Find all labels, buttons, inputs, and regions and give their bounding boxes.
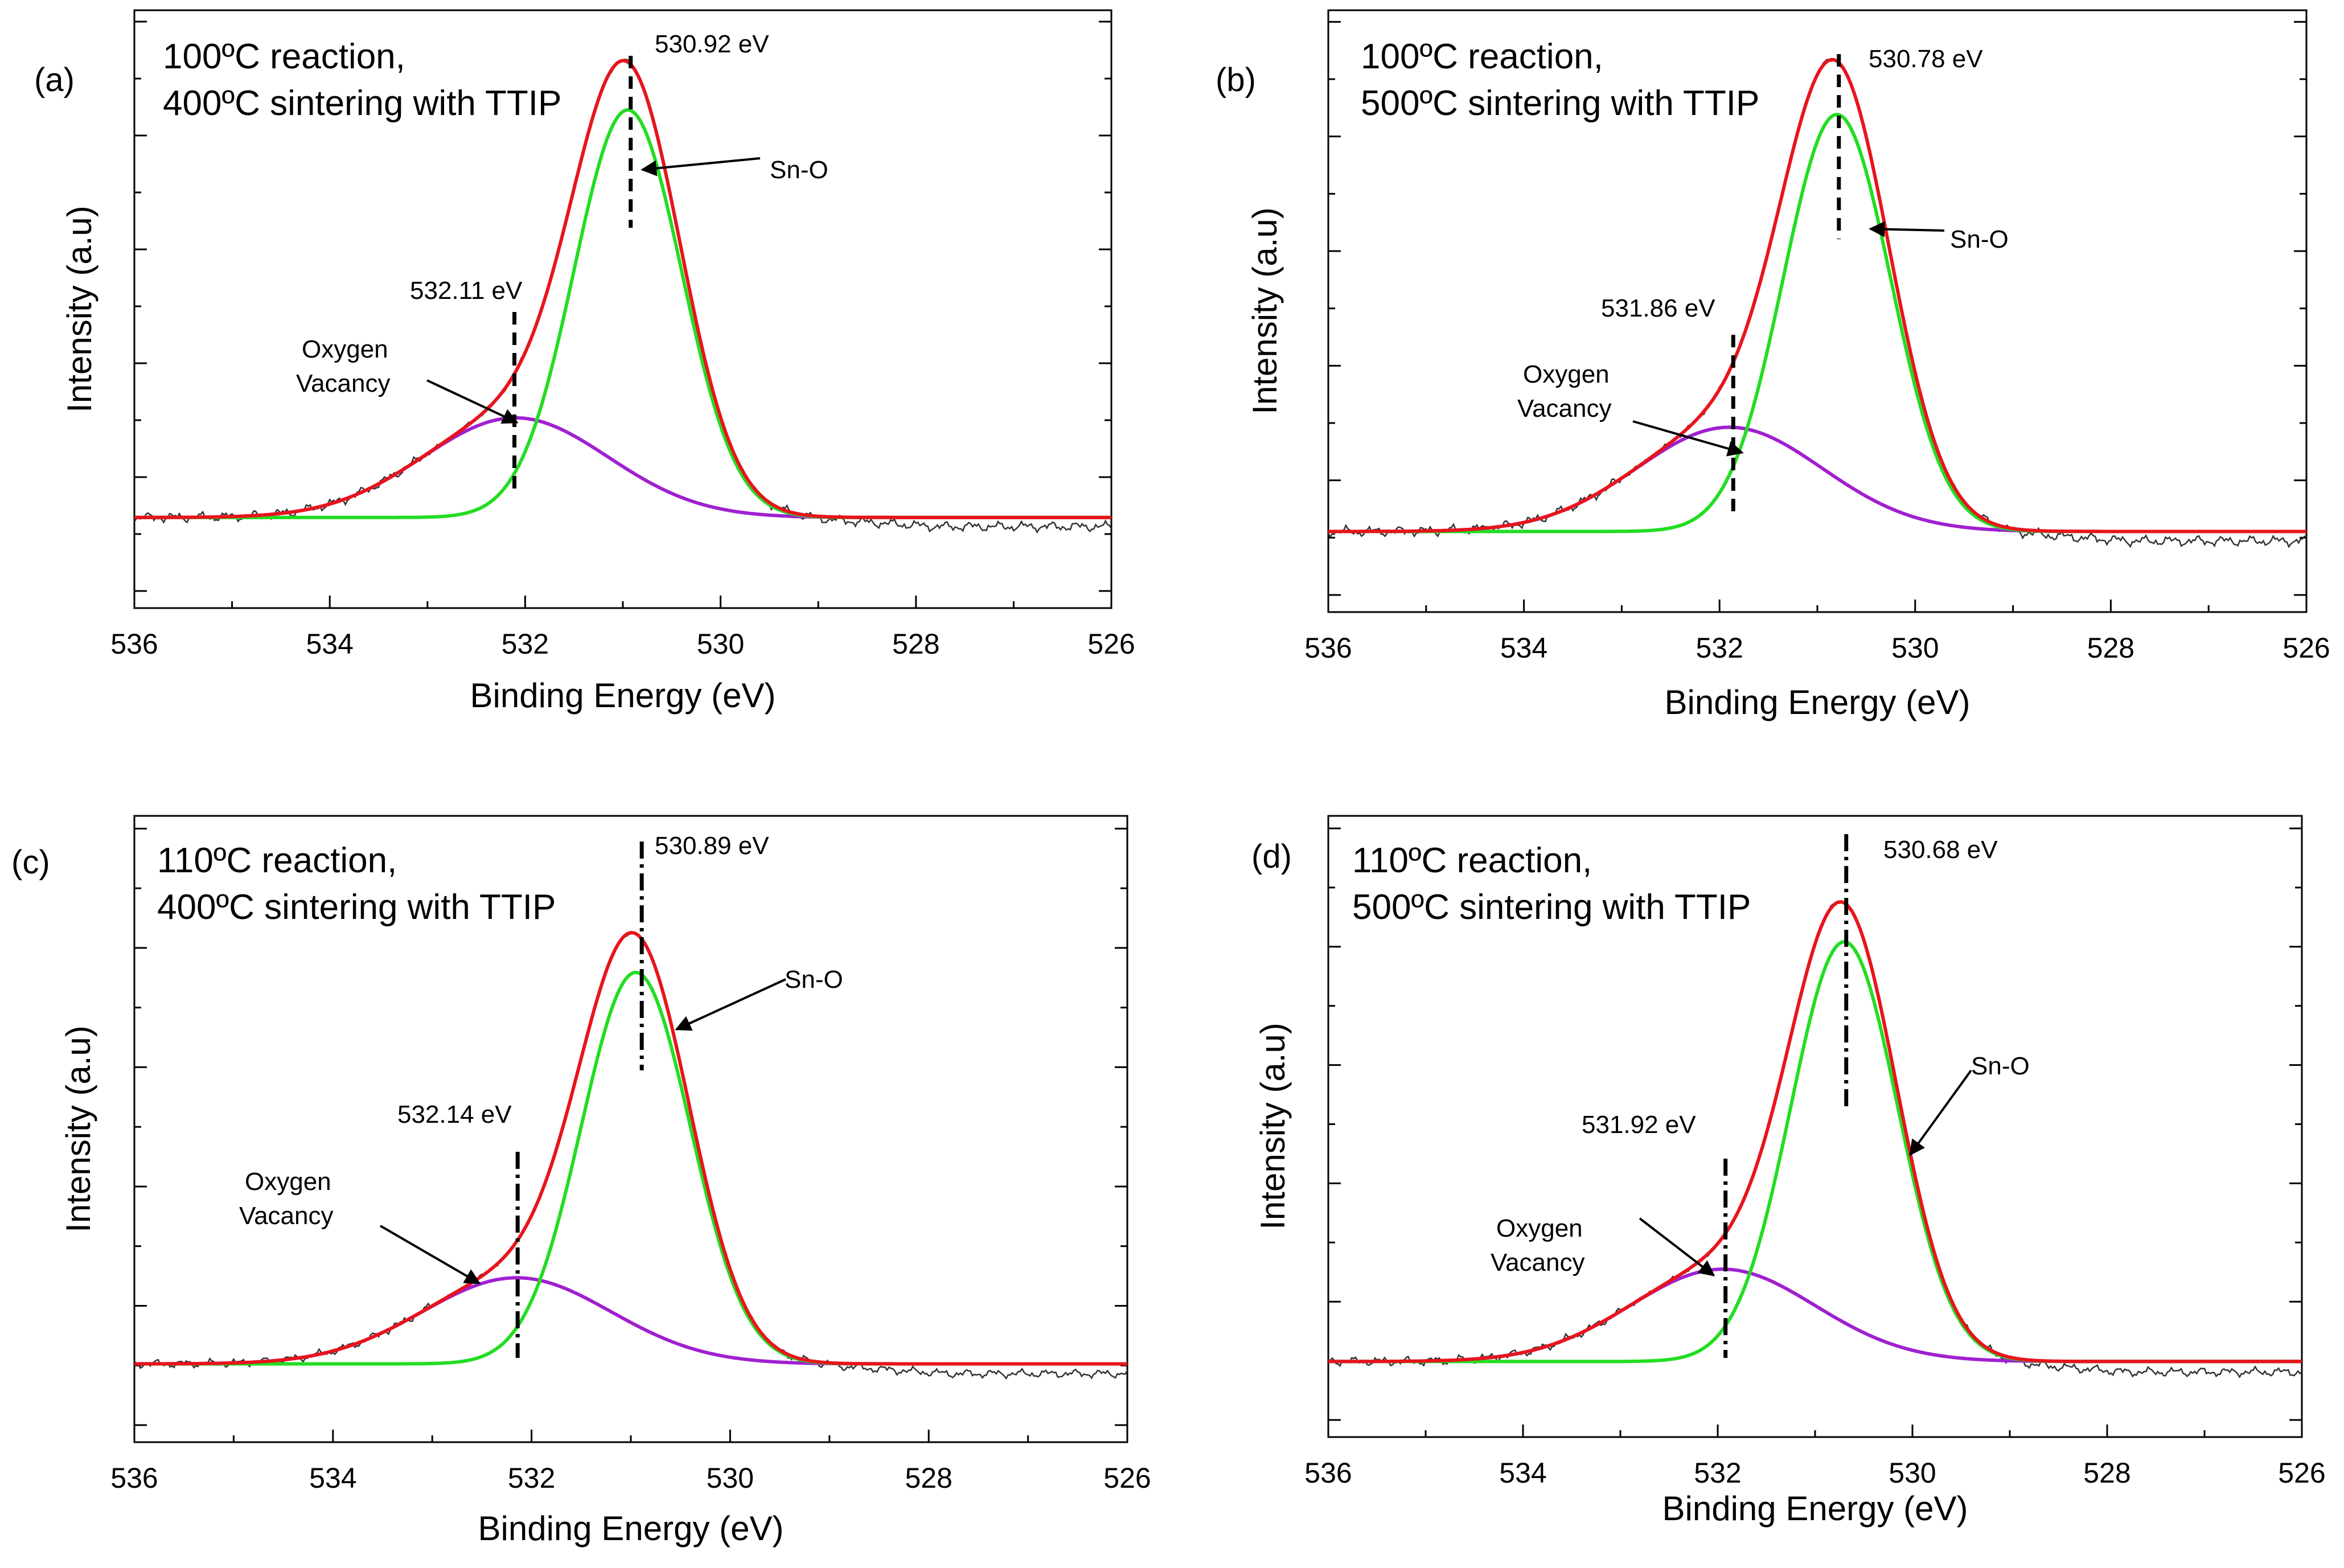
series-oxygen-vacancy: [1328, 1267, 2302, 1364]
sn-o-label: Sn-O: [1971, 1052, 2030, 1080]
x-tick-label: 530: [697, 628, 744, 660]
panel-d: 536 534 532 530 528 526 Binding Energy (eV) Int…: [1251, 815, 2326, 1528]
series-sn-o: [1328, 940, 2302, 1364]
panel-a: 536 534 532 530 528 526 Binding Energy (eV) Int…: [34, 9, 1135, 715]
vacancy-label-line2: Vacancy: [239, 1202, 334, 1230]
x-axis-label: Binding Energy (eV): [1665, 683, 1971, 721]
y-axis-label: Intensity (a.u): [1254, 1023, 1292, 1230]
vacancy-position-label: 531.92 eV: [1582, 1111, 1696, 1139]
x-tick-label: 532: [1696, 632, 1743, 664]
vacancy-label-line2: Vacancy: [1517, 395, 1612, 422]
x-tick-label: 526: [2283, 632, 2330, 664]
x-tick-label: 536: [110, 1462, 158, 1494]
x-tick-label: 534: [1499, 1457, 1546, 1489]
vacancy-label-line2: Vacancy: [1491, 1249, 1585, 1276]
x-tick-label: 528: [905, 1462, 952, 1494]
condition-line-1: 110ºC reaction,: [1352, 841, 1592, 880]
x-tick-label: 534: [306, 628, 353, 660]
vacancy-position-label: 532.11 eV: [410, 277, 523, 305]
sn-o-arrow: [675, 978, 786, 1031]
vacancy-arrow: [379, 1225, 481, 1284]
peak-position-label: 530.68 eV: [1883, 836, 1998, 864]
y-axis-label: Intensity (a.u): [60, 206, 98, 413]
sn-o-label: Sn-O: [1950, 225, 2009, 253]
x-axis-label: Binding Energy (eV): [1662, 1489, 1968, 1528]
x-tick-label: 530: [1891, 632, 1939, 664]
series-oxygen-vacancy: [134, 1276, 1127, 1366]
x-tick-label: 530: [1889, 1457, 1936, 1489]
series-envelope: [134, 931, 1127, 1366]
panel-label: (d): [1251, 838, 1292, 875]
x-tick-label: 536: [1304, 632, 1352, 664]
x-tick-label: 526: [1103, 1462, 1151, 1494]
vacancy-arrow: [1639, 1217, 1715, 1276]
vacancy-arrow: [1632, 420, 1744, 457]
x-tick-label: 536: [110, 628, 158, 660]
sn-o-label: Sn-O: [770, 156, 828, 184]
condition-line-2: 400ºC sintering with TTIP: [163, 84, 561, 123]
x-tick-label: 534: [1500, 632, 1547, 664]
vacancy-label-line1: Oxygen: [1496, 1214, 1583, 1242]
series-oxygen-vacancy: [134, 416, 1111, 519]
vacancy-position-label: 531.86 eV: [1601, 294, 1715, 322]
panel-label: (a): [34, 61, 75, 98]
sn-o-label: Sn-O: [785, 966, 843, 994]
peak-position-label: 530.92 eV: [655, 30, 769, 58]
vacancy-label-line1: Oxygen: [302, 335, 388, 363]
x-tick-label: 528: [2087, 632, 2134, 664]
x-tick-label: 532: [502, 628, 549, 660]
x-axis-label: Binding Energy (eV): [470, 676, 776, 715]
sn-o-arrow: [1909, 1069, 1972, 1156]
vacancy-arrow: [426, 379, 519, 424]
x-axis-label: Binding Energy (eV): [478, 1509, 784, 1548]
series-envelope: [134, 59, 1111, 519]
x-tick-label: 526: [1087, 628, 1135, 660]
condition-line-2: 500ºC sintering with TTIP: [1352, 888, 1751, 927]
condition-line-2: 400ºC sintering with TTIP: [157, 888, 556, 927]
condition-line-1: 110ºC reaction,: [157, 841, 397, 880]
x-tick-label: 528: [892, 628, 939, 660]
vacancy-position-label: 532.14 eV: [397, 1101, 512, 1128]
x-tick-label: 536: [1304, 1457, 1352, 1489]
x-tick-label: 534: [309, 1462, 356, 1494]
condition-line-1: 100ºC reaction,: [163, 37, 405, 76]
panel-c: 536 534 532 530 528 526 Binding Energy (eV) Int…: [11, 815, 1151, 1548]
vacancy-label-line1: Oxygen: [245, 1168, 331, 1196]
series-envelope: [1328, 58, 2306, 533]
peak-position-label: 530.78 eV: [1869, 45, 1983, 73]
x-tick-label: 530: [707, 1462, 754, 1494]
x-tick-label: 532: [1694, 1457, 1741, 1489]
x-tick-label: 532: [508, 1462, 555, 1494]
condition-line-1: 100ºC reaction,: [1361, 37, 1603, 76]
sn-o-arrow: [641, 157, 761, 176]
series-oxygen-vacancy: [1328, 425, 2306, 533]
series-envelope: [1328, 900, 2302, 1364]
peak-position-label: 530.89 eV: [655, 832, 769, 860]
condition-line-2: 500ºC sintering with TTIP: [1361, 84, 1759, 123]
series-raw-data: [133, 931, 1128, 1380]
panel-b: 536 534 532 530 528 526 Binding Energy (eV) Int…: [1216, 9, 2330, 721]
panel-label: (b): [1216, 61, 1256, 98]
y-axis-label: Intensity (a.u): [59, 1025, 97, 1233]
panel-label: (c): [11, 844, 50, 881]
series-sn-o: [134, 108, 1111, 519]
vacancy-label-line2: Vacancy: [296, 370, 391, 397]
vacancy-label-line1: Oxygen: [1523, 360, 1610, 388]
sn-o-arrow: [1869, 221, 1945, 237]
series-raw-data: [133, 58, 1113, 534]
x-tick-label: 526: [2278, 1457, 2325, 1489]
series-raw-data: [1327, 59, 2307, 548]
x-tick-label: 528: [2083, 1457, 2130, 1489]
series-sn-o: [1328, 113, 2306, 533]
y-axis-label: Intensity (a.u): [1246, 207, 1284, 414]
